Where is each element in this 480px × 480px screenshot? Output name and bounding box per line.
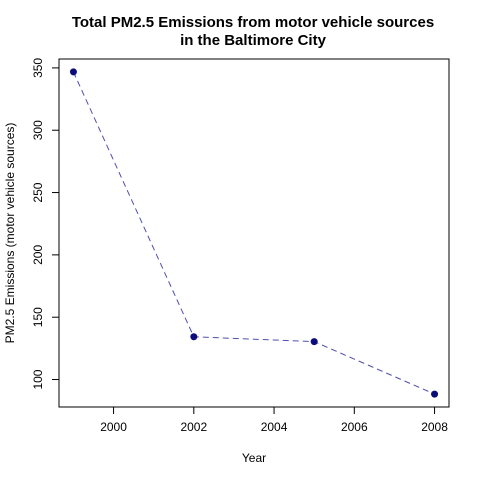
x-tick-label: 2000 <box>100 420 127 434</box>
y-tick-label: 150 <box>31 307 45 327</box>
data-point <box>69 68 77 76</box>
y-tick-label: 250 <box>31 182 45 202</box>
data-point <box>190 333 198 341</box>
x-axis-label: Year <box>242 451 266 465</box>
x-tick-label: 2006 <box>341 420 368 434</box>
y-tick-label: 100 <box>31 369 45 389</box>
plot-box <box>58 58 450 408</box>
y-tick-label: 350 <box>31 58 45 78</box>
x-tick-label: 2008 <box>421 420 448 434</box>
chart-title-line-2: in the Baltimore City <box>180 32 327 49</box>
series-layer <box>69 68 439 398</box>
x-axis: 2000 2002 2004 2006 2008 <box>100 407 448 434</box>
x-tick-label: 2004 <box>261 420 288 434</box>
y-tick-label: 300 <box>31 120 45 140</box>
y-tick-label: 200 <box>31 245 45 265</box>
series-line <box>72 71 435 395</box>
data-point <box>431 390 439 398</box>
y-axis: 100 150 200 250 300 350 <box>31 58 59 390</box>
chart-title-line-1: Total PM2.5 Emissions from motor vehicle… <box>72 14 434 31</box>
y-axis-label: PM2.5 Emissions (motor vehicle sources) <box>3 123 17 344</box>
data-point <box>310 338 318 346</box>
x-tick-label: 2002 <box>180 420 207 434</box>
